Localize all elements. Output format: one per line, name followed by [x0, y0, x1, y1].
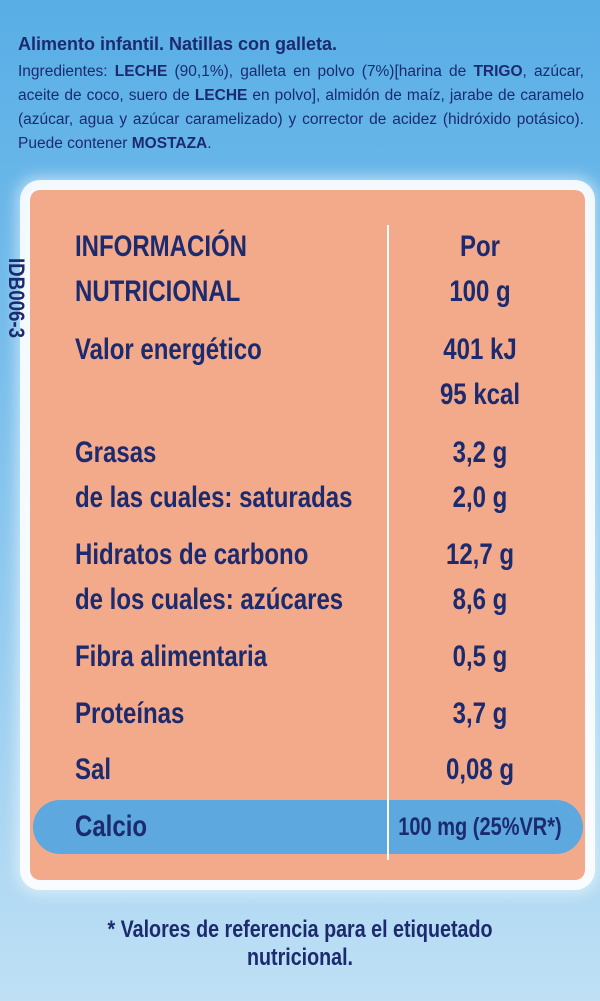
nutrition-panel [30, 190, 585, 880]
highlight-band [33, 800, 583, 854]
row-value: 12,7 g [445, 538, 515, 571]
row-value: 8,6 g [452, 583, 508, 616]
row-value: 3,2 g [452, 436, 508, 469]
ingredient-text: LECHE [114, 63, 168, 80]
row-label: Valor energético [75, 333, 262, 366]
row-value: 100 mg (25%VR*) [398, 813, 562, 841]
row-label: de los cuales: azúcares [75, 583, 344, 616]
ingredient-text: MOSTAZA [131, 135, 208, 152]
row-value: 95 kcal [439, 378, 521, 411]
row-label: Hidratos de carbono [75, 538, 309, 571]
ingredient-text: (90,1%), galleta en polvo (7%)[harina de [167, 63, 474, 80]
ingredient-text: TRIGO [473, 63, 523, 80]
row-label: de las cuales: saturadas [75, 481, 353, 514]
row-value: 2,0 g [452, 481, 508, 514]
product-code: IDB006-3 [4, 257, 29, 339]
row-label: Grasas [75, 436, 157, 469]
row-value: 0,5 g [452, 640, 508, 673]
title: Alimento infantil. Natillas con galleta. [18, 34, 338, 54]
row-value: Por [459, 230, 501, 263]
row-value: 100 g [449, 275, 511, 308]
ingredient-text: . [207, 135, 212, 152]
row-label: NUTRICIONAL [75, 275, 241, 308]
row-label: Fibra alimentaria [75, 640, 268, 673]
row-label: Calcio [75, 810, 148, 843]
row-value: 401 kJ [443, 333, 517, 366]
row-value: 3,7 g [452, 697, 508, 730]
column-divider [387, 225, 389, 860]
row-label: Proteínas [75, 697, 185, 730]
ingredient-text: Ingredientes: [18, 63, 115, 80]
ingredient-text: , azúcar, aceite de coco, suero de [18, 63, 584, 104]
row-label: Sal [75, 753, 112, 786]
row-label: INFORMACIÓN [75, 230, 247, 263]
ingredient-text: LECHE [194, 87, 248, 104]
ingredient-text: en polvo], almidón de maíz, jarabe de ca… [18, 87, 584, 152]
footnote: * Valores de referencia para el etiqueta… [107, 916, 493, 971]
row-value: 0,08 g [445, 753, 515, 786]
ingredients: Ingredientes: LECHE (90,1%), galleta en … [18, 60, 584, 156]
